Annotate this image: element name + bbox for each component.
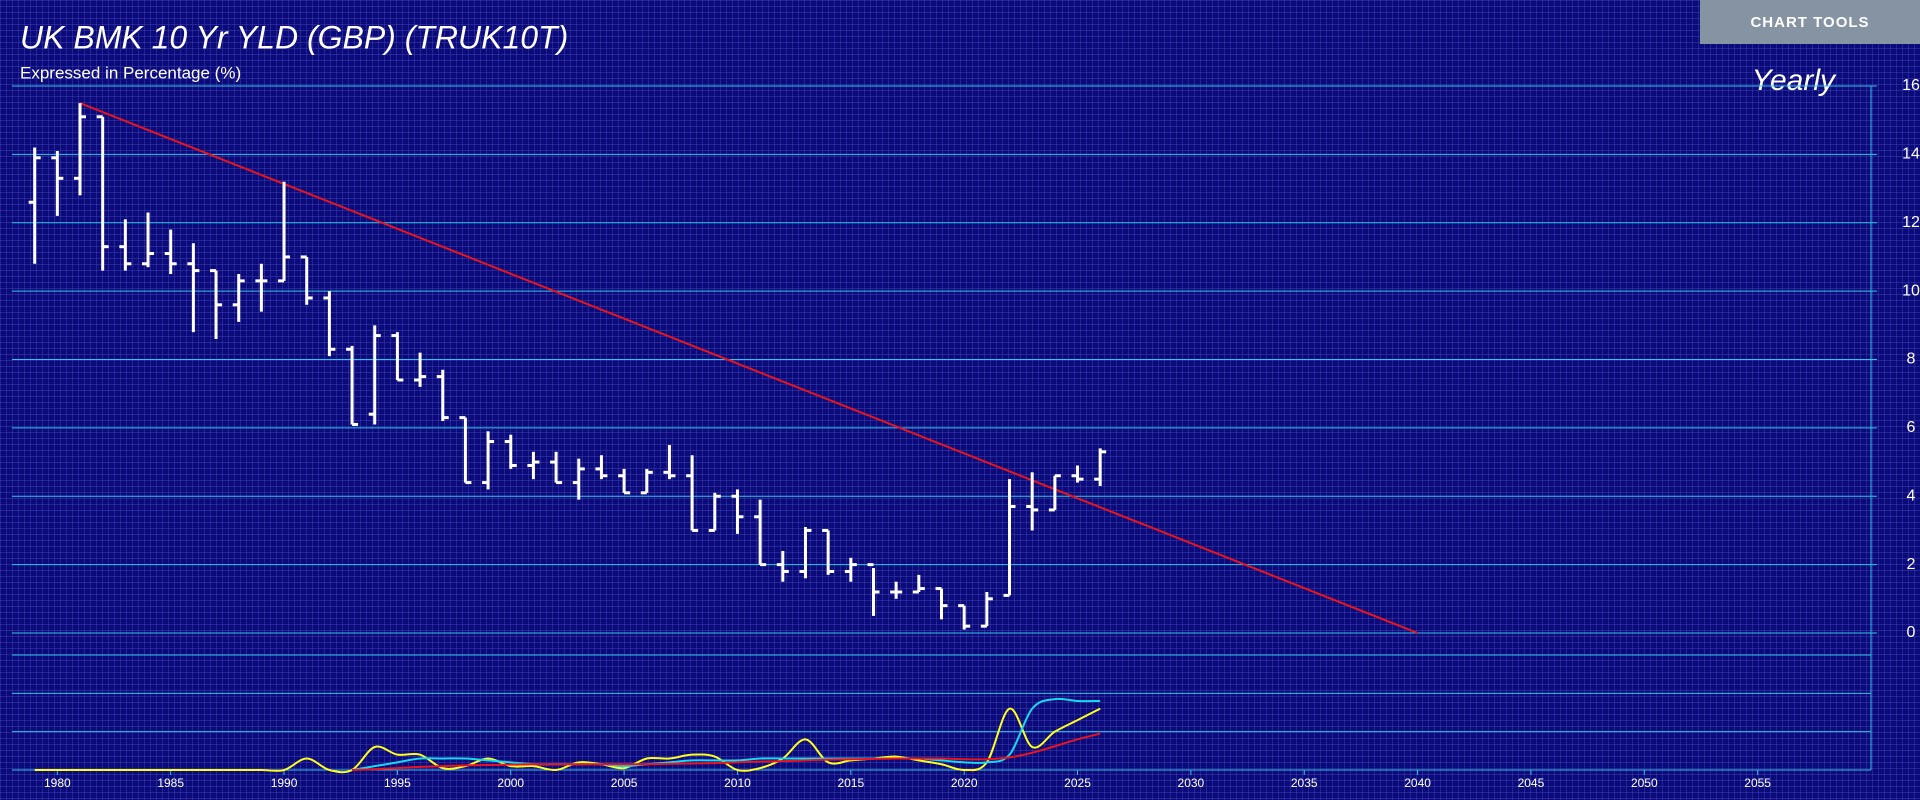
x-tick-label: 2030	[1178, 776, 1205, 790]
y-tick-label: 12	[1902, 214, 1920, 231]
x-tick-label: 2000	[497, 776, 524, 790]
x-tick-label: 2005	[611, 776, 638, 790]
x-tick-label: 2055	[1744, 776, 1771, 790]
chart-tools-button[interactable]: CHART TOOLS	[1700, 0, 1920, 44]
y-tick-label: 2	[1907, 556, 1916, 573]
y-tick-label: 8	[1907, 351, 1916, 368]
y-tick-label: 4	[1907, 487, 1916, 504]
x-tick-label: 1995	[384, 776, 411, 790]
chart-subtitle: Expressed in Percentage (%)	[20, 63, 241, 82]
indicator-line	[34, 707, 1101, 774]
x-tick-label: 2010	[724, 776, 751, 790]
indicator-line	[351, 697, 1101, 771]
y-tick-label: 6	[1907, 419, 1916, 436]
y-tick-label: 0	[1907, 624, 1916, 641]
y-tick-label: 14	[1902, 146, 1920, 163]
y-tick-label: 10	[1902, 282, 1920, 299]
x-tick-label: 2020	[951, 776, 978, 790]
x-tick-label: 1980	[44, 776, 71, 790]
indicator-line	[352, 732, 1101, 771]
x-tick-label: 2050	[1631, 776, 1658, 790]
chart-title: UK BMK 10 Yr YLD (GBP) (TRUK10T)	[20, 19, 568, 55]
x-tick-label: 2040	[1404, 776, 1431, 790]
x-tick-label: 1985	[157, 776, 184, 790]
x-tick-label: 2035	[1291, 776, 1318, 790]
x-tick-label: 1990	[271, 776, 298, 790]
trendline	[79, 102, 1418, 634]
x-tick-label: 2015	[837, 776, 864, 790]
period-label: Yearly	[1752, 64, 1837, 97]
x-tick-label: 2045	[1518, 776, 1545, 790]
y-tick-label: 16	[1902, 77, 1920, 94]
x-tick-label: 2025	[1064, 776, 1091, 790]
